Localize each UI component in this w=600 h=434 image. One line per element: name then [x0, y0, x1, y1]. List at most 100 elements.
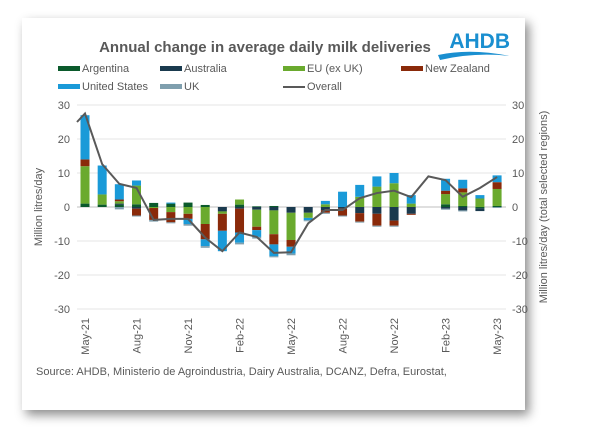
overall-polyline [76, 111, 498, 254]
chart-title: Annual change in average daily milk deli… [99, 39, 431, 56]
bar-argentina [183, 202, 193, 207]
bar-eu-ex-uk [235, 199, 245, 205]
bar-united-states [355, 184, 365, 197]
legend-label: New Zealand [425, 63, 490, 75]
bar-united-states [269, 244, 279, 257]
legend-label: Overall [307, 81, 342, 93]
bar-australia [320, 207, 330, 211]
ahdb-logo: AHDB [438, 30, 510, 60]
legend: Argentina Australia EU (ex UK) New Zealand U… [58, 63, 490, 93]
x-tick-label: May-21 [80, 318, 92, 355]
bar-eu-ex-uk [269, 210, 279, 235]
bar-uk [355, 221, 365, 223]
bar-uk [303, 220, 313, 222]
bar-eu-ex-uk [372, 186, 382, 207]
bar-eu-ex-uk [200, 207, 210, 224]
legend-swatch [283, 66, 305, 71]
legend-swatch [58, 66, 80, 71]
bar-new-zealand [149, 208, 159, 220]
bar-australia [372, 207, 382, 214]
bar-united-states [114, 184, 124, 200]
bar-uk [320, 212, 330, 214]
y2-axis-label: Million litres/day (total selected regio… [538, 111, 550, 304]
y2-tick-label: 0 [512, 202, 518, 214]
y2-tick-label: 30 [512, 100, 524, 112]
bar-new-zealand [183, 213, 193, 219]
bar-eu-ex-uk [149, 207, 159, 209]
legend-swatch [160, 66, 182, 71]
legend-label: United States [82, 81, 149, 93]
bar-new-zealand [286, 239, 296, 247]
bar-uk [114, 207, 124, 210]
bar-united-states [441, 178, 451, 191]
x-tick-label: Feb-22 [235, 318, 247, 353]
bar-united-states [475, 195, 485, 199]
bar-united-states [252, 230, 262, 237]
bar-new-zealand [166, 212, 176, 223]
y2-tick-label: -20 [512, 270, 528, 282]
bar-new-zealand [252, 226, 262, 231]
bars [80, 115, 502, 258]
legend-label: Australia [184, 63, 228, 75]
bar-australia [286, 207, 296, 213]
bar-argentina [441, 204, 451, 207]
bar-united-states [492, 175, 502, 183]
bar-united-states [286, 246, 296, 254]
bar-uk [492, 207, 502, 209]
bar-united-states [80, 115, 90, 160]
bar-argentina [114, 204, 124, 207]
source-text: Source: AHDB, Ministerio de Agroindustri… [36, 366, 447, 378]
bar-australia [114, 203, 124, 205]
bar-australia [217, 207, 227, 212]
y-axis-label: Million litres/day [33, 167, 45, 246]
bar-united-states [166, 202, 176, 204]
legend-label: Argentina [82, 63, 130, 75]
bar-argentina [149, 202, 159, 207]
bar-uk [458, 210, 468, 212]
bar-australia [235, 207, 245, 209]
bar-argentina [166, 203, 176, 207]
bar-united-states [458, 179, 468, 189]
bar-uk [166, 222, 176, 224]
x-tick-label: Aug-22 [338, 318, 350, 353]
bar-argentina [132, 204, 142, 207]
y-tick-label: -30 [54, 304, 70, 316]
y2-tick-label: -10 [512, 236, 528, 248]
bar-new-zealand [217, 213, 227, 231]
bar-argentina [235, 204, 245, 207]
bar-new-zealand [80, 159, 90, 167]
legend-swatch [58, 84, 80, 89]
bar-new-zealand [338, 208, 348, 216]
bar-argentina [80, 203, 90, 207]
x-tick-label: Feb-23 [441, 318, 453, 353]
legend-swatch [160, 84, 182, 89]
bar-eu-ex-uk [166, 207, 176, 213]
bar-australia [475, 208, 485, 212]
bar-eu-ex-uk [217, 211, 227, 214]
y-tick-label: 10 [58, 168, 70, 180]
x-tick-label: Aug-21 [132, 318, 144, 353]
bar-eu-ex-uk [355, 196, 365, 207]
bar-eu-ex-uk [389, 183, 399, 207]
bar-new-zealand [458, 188, 468, 193]
bar-eu-ex-uk [475, 198, 485, 207]
bar-united-states [217, 230, 227, 252]
bar-new-zealand [320, 210, 330, 213]
y2-tick-label: 10 [512, 168, 524, 180]
bar-argentina [492, 205, 502, 207]
legend-label: EU (ex UK) [307, 63, 363, 75]
bar-new-zealand [132, 208, 142, 216]
bar-united-states [132, 180, 142, 186]
gridlines [77, 104, 506, 310]
bar-united-states [303, 217, 313, 221]
bar-eu-ex-uk [406, 203, 416, 207]
bar-uk [200, 246, 210, 248]
bar-australia [132, 207, 142, 209]
y2-tick-label: -30 [512, 304, 528, 316]
x-tick-label: May-22 [286, 318, 298, 355]
logo-text: AHDB [449, 30, 510, 53]
y-tick-label: -10 [54, 236, 70, 248]
bar-eu-ex-uk [441, 194, 451, 205]
bar-uk [183, 224, 193, 226]
bar-argentina [269, 205, 279, 207]
